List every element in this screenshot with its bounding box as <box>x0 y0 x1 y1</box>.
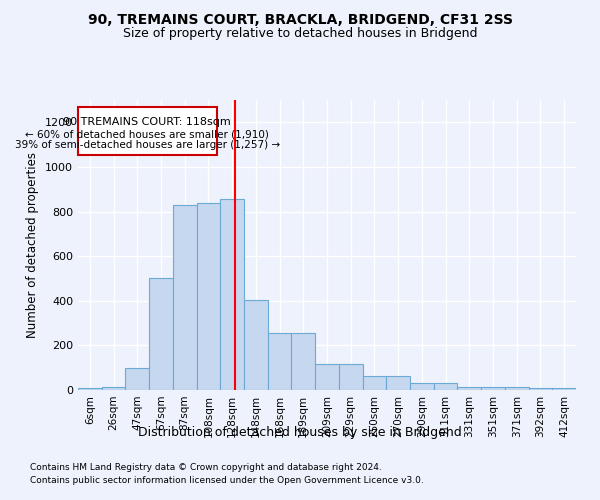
Bar <box>197 202 220 390</box>
Bar <box>505 386 529 390</box>
Bar <box>78 388 102 390</box>
Bar <box>292 333 315 390</box>
Bar <box>315 364 339 390</box>
Bar <box>339 364 362 390</box>
Text: Distribution of detached houses by size in Bridgend: Distribution of detached houses by size … <box>138 426 462 439</box>
Text: 39% of semi-detached houses are larger (1,257) →: 39% of semi-detached houses are larger (… <box>15 140 280 150</box>
Bar <box>220 200 244 390</box>
Text: 90 TREMAINS COURT: 118sqm: 90 TREMAINS COURT: 118sqm <box>64 116 231 126</box>
Bar <box>552 388 576 390</box>
Text: 90, TREMAINS COURT, BRACKLA, BRIDGEND, CF31 2SS: 90, TREMAINS COURT, BRACKLA, BRIDGEND, C… <box>88 12 512 26</box>
Bar <box>481 386 505 390</box>
Text: Contains public sector information licensed under the Open Government Licence v3: Contains public sector information licen… <box>30 476 424 485</box>
Y-axis label: Number of detached properties: Number of detached properties <box>26 152 40 338</box>
Bar <box>244 300 268 390</box>
Bar <box>268 333 292 390</box>
Bar <box>125 368 149 390</box>
Text: Contains HM Land Registry data © Crown copyright and database right 2024.: Contains HM Land Registry data © Crown c… <box>30 464 382 472</box>
Bar <box>386 376 410 390</box>
Text: ← 60% of detached houses are smaller (1,910): ← 60% of detached houses are smaller (1,… <box>25 129 269 139</box>
Bar <box>149 278 173 390</box>
Bar <box>173 205 197 390</box>
Bar <box>410 384 434 390</box>
FancyBboxPatch shape <box>78 106 217 154</box>
Bar <box>102 386 125 390</box>
Bar <box>457 386 481 390</box>
Bar <box>529 388 552 390</box>
Bar <box>434 384 457 390</box>
Bar <box>362 376 386 390</box>
Text: Size of property relative to detached houses in Bridgend: Size of property relative to detached ho… <box>123 28 477 40</box>
